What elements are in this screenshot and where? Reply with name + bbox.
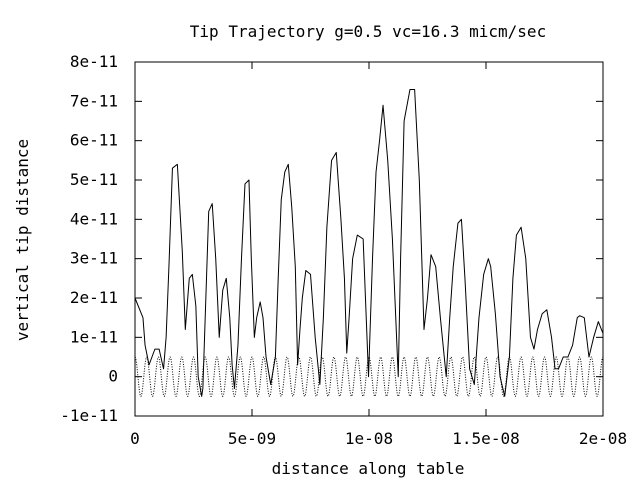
x-tick-label: 1.5e-08: [452, 429, 519, 448]
y-tick-label: 5e-11: [70, 170, 118, 189]
x-tick-label: 5e-09: [228, 429, 276, 448]
y-tick-label: 2e-11: [70, 288, 118, 307]
y-tick-label: 6e-11: [70, 131, 118, 150]
series-line-dotted: [134, 356, 604, 397]
x-tick-label: 2e-08: [579, 429, 627, 448]
y-tick-label: 4e-11: [70, 209, 118, 228]
y-tick-label: 1e-11: [70, 327, 118, 346]
plot-area: [134, 89, 604, 397]
chart-title: Tip Trajectory g=0.5 vc=16.3 micm/sec: [190, 22, 546, 41]
y-tick-label: 3e-11: [70, 249, 118, 268]
y-tick-label: 0: [108, 367, 118, 386]
y-tick-label: 8e-11: [70, 52, 118, 71]
x-axis-label: distance along table: [272, 459, 465, 478]
x-tick-label: 1e-08: [345, 429, 393, 448]
x-tick-label: 0: [130, 429, 140, 448]
x-axis: 0 5e-09 1e-08 1.5e-08 2e-08: [130, 62, 627, 448]
y-axis: -1e-11 0 1e-11 2e-11 3e-11 4e-11 5e-11 6e-11 7e-…: [60, 52, 603, 425]
y-tick-label: -1e-11: [60, 406, 118, 425]
series-line-solid: [134, 89, 604, 397]
y-tick-label: 7e-11: [70, 91, 118, 110]
y-axis-label: vertical tip distance: [13, 139, 32, 341]
